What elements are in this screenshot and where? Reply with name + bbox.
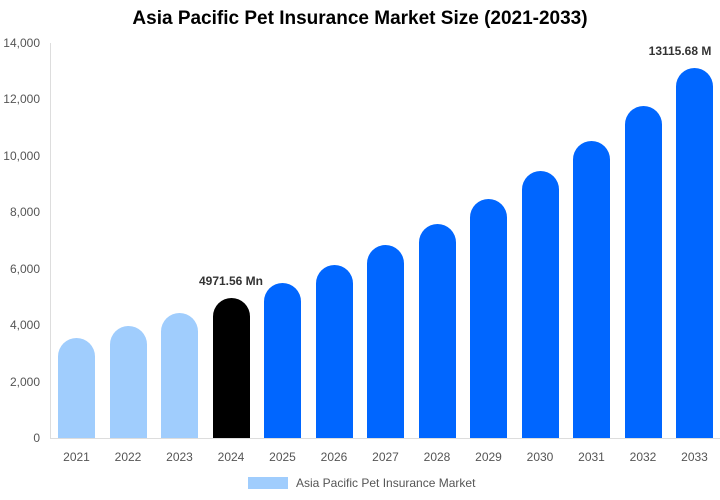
y-tick-label: 10,000	[3, 148, 40, 163]
y-tick-label: 12,000	[3, 92, 40, 107]
y-tick-label: 4,000	[9, 318, 40, 333]
bar-2022[interactable]	[109, 325, 147, 438]
data-label: 4971.56 Mn	[198, 273, 264, 288]
bar-2021[interactable]	[58, 337, 95, 438]
chart-title: Asia Pacific Pet Insurance Market Size (…	[132, 8, 588, 29]
x-tick-label: 2031	[578, 450, 605, 464]
bar-2026[interactable]	[315, 265, 353, 438]
y-tick-label: 6,000	[9, 261, 40, 276]
bar-2032[interactable]	[624, 105, 662, 438]
x-tick-label: 2027	[372, 450, 399, 464]
bar-2030[interactable]	[521, 170, 559, 438]
bar-2031[interactable]	[573, 140, 610, 438]
x-tick-label: 2023	[166, 450, 193, 464]
legend[interactable]: Asia Pacific Pet Insurance Market	[248, 476, 475, 490]
legend-label: Asia Pacific Pet Insurance Market	[296, 476, 476, 490]
bar-2029[interactable]	[470, 199, 507, 438]
x-tick-label: 2026	[320, 450, 348, 464]
x-tick-label: 2028	[423, 450, 451, 464]
x-tick-label: 2022	[114, 450, 142, 464]
y-tick-label: 2,000	[9, 374, 40, 389]
x-tick-label: 2021	[63, 450, 90, 464]
y-tick-label: 0	[33, 431, 40, 445]
y-axis-line	[50, 43, 51, 439]
bar-2033[interactable]	[676, 67, 713, 438]
x-tick-label: 2030	[526, 450, 554, 464]
y-tick-label: 14,000	[3, 36, 40, 50]
y-tick-label: 8,000	[9, 205, 40, 220]
x-tick-label: 2025	[269, 450, 296, 464]
x-tick-label: 2032	[629, 450, 657, 464]
bar-2025[interactable]	[264, 282, 301, 438]
x-tick-label: 2024	[217, 450, 245, 464]
bar-2028[interactable]	[418, 223, 456, 438]
legend-swatch	[248, 477, 288, 489]
bar-2027[interactable]	[367, 245, 404, 438]
x-tick-label: 2029	[475, 450, 502, 464]
bar-2024[interactable]	[212, 297, 250, 438]
data-label: 13115.68 M	[648, 43, 712, 58]
bar-2023[interactable]	[161, 313, 198, 438]
x-axis-line	[50, 438, 720, 439]
x-tick-label: 2033	[681, 450, 708, 464]
